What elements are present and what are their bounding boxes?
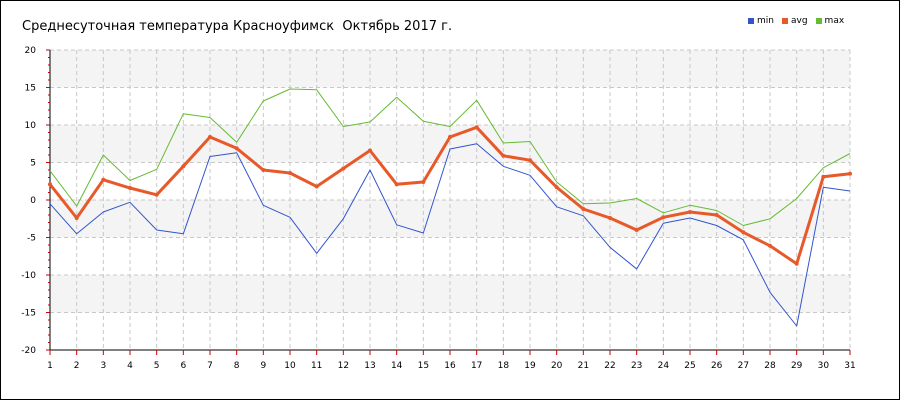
series-line-max bbox=[49, 88, 851, 226]
data-point-avg bbox=[368, 148, 372, 153]
chart-legend: min avg max bbox=[748, 16, 844, 26]
data-point-avg bbox=[448, 135, 452, 139]
data-point-avg bbox=[314, 184, 319, 189]
x-tick-label: 31 bbox=[844, 361, 855, 371]
data-point-avg bbox=[768, 243, 772, 248]
data-point-avg bbox=[128, 186, 132, 190]
legend-swatch-min bbox=[748, 18, 754, 24]
data-point-avg bbox=[288, 171, 292, 175]
x-tick-label: 22 bbox=[604, 361, 615, 371]
data-point-avg bbox=[528, 158, 532, 163]
y-tick-label: 15 bbox=[25, 84, 36, 94]
x-tick-label: 25 bbox=[684, 361, 695, 371]
x-tick-label: 30 bbox=[818, 361, 830, 371]
x-tick-label: 19 bbox=[524, 361, 536, 371]
x-tick-label: 18 bbox=[498, 361, 510, 371]
y-tick-label: -10 bbox=[21, 271, 36, 281]
x-tick-label: 21 bbox=[578, 361, 589, 371]
x-tick-label: 27 bbox=[738, 361, 749, 371]
x-tick-label: 17 bbox=[471, 361, 482, 371]
data-point-avg bbox=[848, 171, 852, 176]
y-tick-label: -20 bbox=[21, 346, 36, 356]
legend-label-min: min bbox=[757, 16, 774, 26]
data-point-avg bbox=[208, 135, 212, 139]
x-tick-label: 15 bbox=[418, 361, 429, 371]
x-tick-label: 7 bbox=[207, 361, 213, 371]
x-tick-label: 8 bbox=[234, 361, 240, 371]
x-tick-label: 26 bbox=[711, 361, 723, 371]
legend-swatch-avg bbox=[781, 18, 788, 24]
chart-title: Среднесуточная температура Красноуфимск … bbox=[22, 19, 453, 34]
x-tick-label: 1 bbox=[47, 361, 53, 371]
x-tick-label: 20 bbox=[551, 361, 563, 371]
y-tick-label: 20 bbox=[25, 46, 37, 56]
data-point-avg bbox=[74, 216, 79, 220]
legend-item-avg: avg bbox=[781, 16, 808, 26]
data-point-avg bbox=[608, 216, 612, 220]
x-tick-label: 12 bbox=[338, 361, 349, 371]
data-point-avg bbox=[714, 213, 719, 217]
series-line-min bbox=[49, 143, 851, 327]
data-point-avg bbox=[234, 146, 239, 151]
y-tick-label: 0 bbox=[30, 196, 36, 206]
data-point-avg bbox=[261, 168, 266, 172]
x-tick-label: 10 bbox=[284, 361, 296, 371]
legend-item-min: min bbox=[748, 16, 774, 26]
plot-band bbox=[50, 275, 850, 313]
data-point-avg bbox=[741, 230, 746, 235]
data-point-avg bbox=[554, 185, 559, 190]
data-point-avg bbox=[474, 125, 479, 130]
data-point-avg bbox=[181, 164, 186, 169]
x-tick-label: 16 bbox=[444, 361, 456, 371]
y-tick-label: -5 bbox=[27, 234, 36, 244]
data-point-avg bbox=[794, 261, 799, 266]
x-tick-label: 4 bbox=[127, 361, 133, 371]
y-tick-label: -15 bbox=[21, 309, 36, 319]
x-tick-label: 11 bbox=[311, 361, 322, 371]
x-tick-label: 14 bbox=[391, 361, 403, 371]
data-point-avg bbox=[394, 182, 399, 187]
legend-item-max: max bbox=[815, 16, 845, 26]
x-tick-label: 28 bbox=[764, 361, 776, 371]
data-point-avg bbox=[501, 153, 506, 158]
x-tick-label: 6 bbox=[180, 361, 186, 371]
legend-label-avg: avg bbox=[790, 16, 808, 26]
data-point-avg bbox=[421, 180, 426, 184]
x-tick-label: 13 bbox=[364, 361, 375, 371]
x-tick-label: 3 bbox=[100, 361, 106, 371]
x-tick-label: 2 bbox=[74, 361, 80, 371]
data-point-avg bbox=[821, 174, 826, 179]
data-point-avg bbox=[101, 177, 106, 182]
legend-swatch-max bbox=[815, 18, 822, 24]
data-point-avg bbox=[48, 182, 52, 187]
x-tick-label: 23 bbox=[631, 361, 642, 371]
legend-label-max: max bbox=[824, 16, 845, 26]
x-tick-label: 29 bbox=[791, 361, 803, 371]
y-tick-label: 5 bbox=[30, 159, 36, 169]
y-tick-label: 10 bbox=[25, 121, 37, 131]
data-point-avg bbox=[581, 207, 586, 211]
x-tick-label: 9 bbox=[260, 361, 266, 371]
data-point-avg bbox=[341, 166, 346, 171]
data-point-avg bbox=[688, 210, 692, 214]
data-point-avg bbox=[154, 192, 159, 197]
x-tick-label: 24 bbox=[658, 361, 670, 371]
data-point-avg bbox=[634, 228, 639, 232]
data-point-avg bbox=[661, 215, 666, 220]
x-tick-label: 5 bbox=[154, 361, 160, 371]
